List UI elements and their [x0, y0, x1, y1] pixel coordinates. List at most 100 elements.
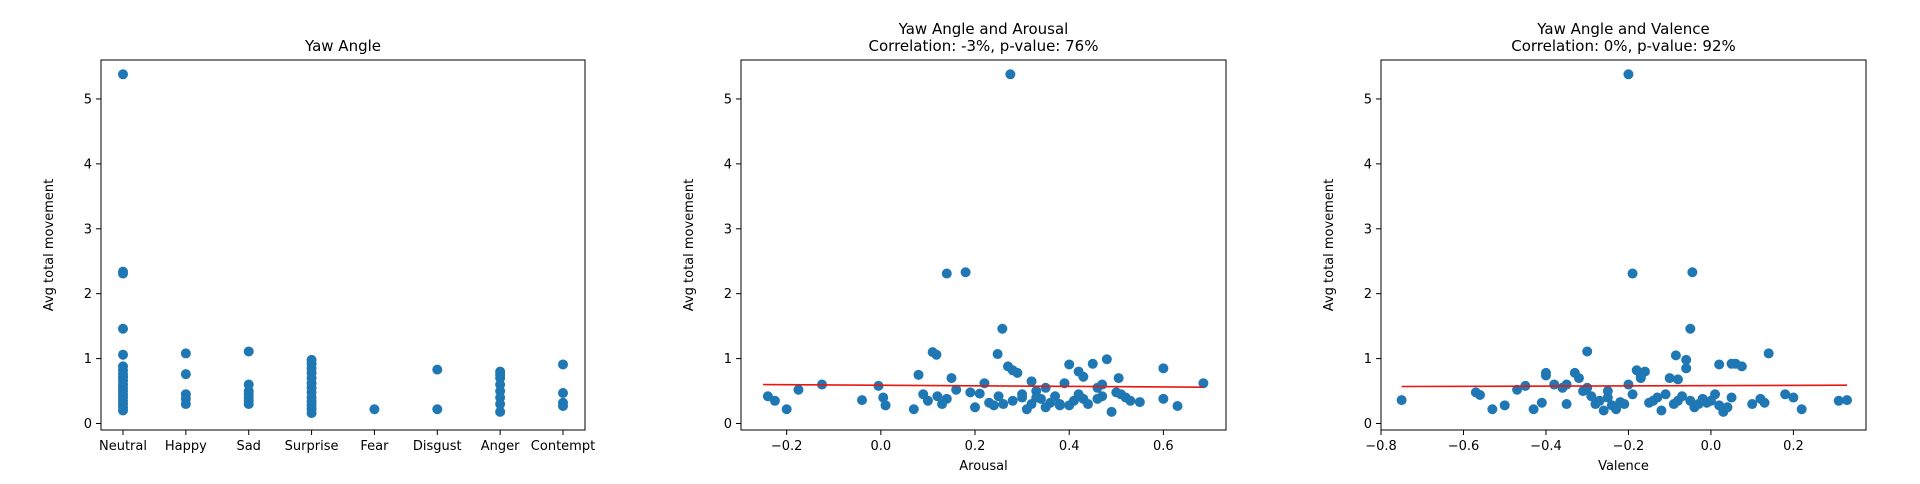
data-point	[1656, 405, 1667, 416]
data-point	[932, 391, 943, 402]
y-tick-label: 1	[724, 352, 732, 367]
data-point	[1031, 392, 1042, 403]
data-point	[997, 323, 1008, 334]
data-point	[1833, 395, 1844, 406]
y-tick-label: 1	[1364, 352, 1372, 367]
data-point	[180, 399, 191, 410]
data-point	[1054, 400, 1065, 411]
data-point	[769, 395, 780, 406]
y-tick-label: 4	[84, 157, 92, 172]
data-point	[1670, 350, 1681, 361]
data-point	[558, 388, 568, 398]
data-point	[793, 384, 804, 395]
x-tick-label: Disgust	[413, 439, 462, 454]
data-point	[979, 378, 990, 389]
data-point	[243, 399, 254, 410]
x-tick-label: 0.2	[965, 439, 986, 454]
chart-title: Yaw Angle and Arousal	[898, 20, 1069, 38]
y-tick-label: 0	[724, 417, 732, 432]
data-point	[1561, 399, 1572, 410]
plot-frame	[1380, 59, 1867, 431]
data-point	[1540, 367, 1551, 378]
data-point	[1586, 391, 1597, 402]
data-point	[1672, 374, 1683, 385]
x-tick-label: −0.6	[1448, 439, 1480, 454]
data-point	[1664, 373, 1675, 384]
y-tick-label: 0	[1364, 417, 1372, 432]
y-tick-label: 2	[84, 287, 92, 302]
x-tick-label: Contempt	[531, 439, 595, 454]
data-point	[1017, 392, 1028, 403]
data-point	[1078, 371, 1089, 382]
data-point	[1198, 378, 1209, 389]
y-tick-label: 1	[84, 352, 92, 367]
y-tick-label: 5	[84, 92, 92, 107]
data-point	[1714, 359, 1725, 370]
data-point	[1528, 404, 1539, 415]
data-point	[1726, 392, 1737, 403]
data-point	[1582, 346, 1593, 357]
data-point	[908, 404, 919, 415]
plot-frame	[100, 59, 586, 431]
data-point	[1512, 384, 1523, 395]
data-point	[1005, 69, 1016, 80]
data-point	[1064, 359, 1075, 370]
y-axis-label: Avg total movement	[682, 179, 697, 311]
data-point	[941, 268, 952, 279]
data-point	[1561, 379, 1572, 390]
chart-2: 0 1 2 3 4 5 −0.2 0.0 0.2 0.4 0.6 Yaw Angle and Arou…	[682, 20, 1227, 474]
data-point	[369, 404, 380, 415]
data-point	[243, 346, 254, 357]
data-point	[1158, 393, 1169, 404]
data-point	[1125, 395, 1136, 406]
x-tick-label: Sad	[236, 439, 260, 454]
data-point	[1026, 376, 1037, 387]
x-tick-label: 0.2	[1783, 439, 1804, 454]
data-point	[118, 69, 128, 80]
data-point	[118, 323, 128, 334]
data-point	[1040, 382, 1051, 393]
data-point	[1652, 392, 1663, 403]
x-tick-label: 0.0	[871, 439, 892, 454]
regression-line	[1401, 384, 1848, 388]
data-point	[1549, 379, 1560, 390]
data-point	[781, 404, 792, 415]
data-point	[1747, 399, 1758, 410]
data-point	[1710, 389, 1721, 400]
data-point	[998, 399, 1009, 410]
chart-title: Yaw Angle and Valence	[1536, 20, 1709, 38]
data-point	[1730, 358, 1741, 369]
data-point	[951, 384, 962, 395]
y-tick-label: 5	[1364, 92, 1372, 107]
data-point	[1635, 371, 1646, 382]
data-point	[1627, 389, 1638, 400]
data-point	[1788, 392, 1799, 403]
data-point	[857, 395, 868, 406]
y-tick-label: 5	[724, 92, 732, 107]
x-tick-label: 0.6	[1153, 439, 1174, 454]
data-point	[1007, 365, 1018, 376]
data-point	[432, 404, 443, 415]
data-point	[495, 399, 506, 410]
x-tick-label: Happy	[165, 439, 207, 454]
data-point	[1763, 348, 1774, 359]
y-axis-label: Avg total movement	[42, 179, 57, 311]
data-point	[974, 388, 985, 399]
plot-frame	[740, 59, 1227, 431]
data-point	[1598, 405, 1609, 416]
data-point	[1487, 404, 1498, 415]
regression-line	[763, 383, 1204, 388]
data-point	[1623, 379, 1634, 390]
data-point	[965, 387, 976, 398]
data-point	[1474, 389, 1485, 400]
data-point	[1759, 397, 1770, 408]
y-tick-label: 4	[724, 157, 732, 172]
data-point	[1681, 363, 1692, 374]
data-point	[931, 349, 942, 360]
y-tick-label: 2	[724, 287, 732, 302]
y-tick-label: 4	[1364, 157, 1372, 172]
data-point	[1681, 354, 1692, 365]
data-point	[495, 406, 506, 417]
